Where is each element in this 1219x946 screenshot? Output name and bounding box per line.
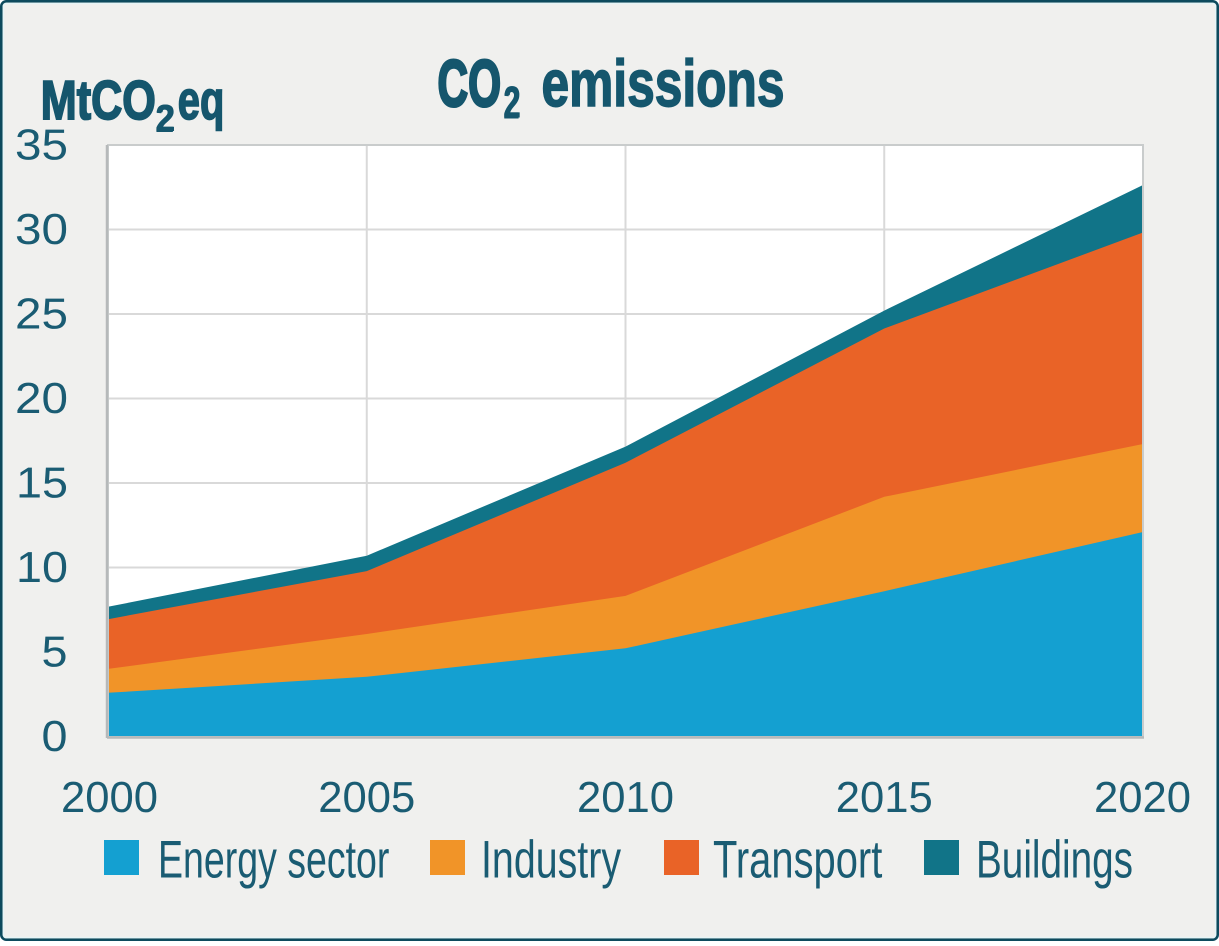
svg-text:Energy sector: Energy sector (158, 831, 389, 890)
svg-text:2: 2 (503, 77, 520, 128)
svg-text:20: 20 (15, 375, 68, 423)
svg-text:CO: CO (438, 46, 502, 120)
svg-text:2: 2 (155, 99, 174, 141)
svg-text:2: 2 (503, 77, 520, 128)
svg-text:Industry: Industry (481, 831, 621, 890)
svg-text:5: 5 (42, 629, 68, 677)
svg-text:35: 35 (15, 122, 68, 170)
svg-text:2010: 2010 (577, 774, 674, 822)
svg-text:MtCO: MtCO (41, 69, 156, 131)
svg-text:2: 2 (155, 98, 174, 140)
svg-text:15: 15 (16, 460, 68, 508)
svg-text:2020: 2020 (1094, 774, 1191, 822)
svg-text:Buildings: Buildings (976, 831, 1133, 890)
svg-text:2000: 2000 (61, 774, 158, 822)
svg-text:25: 25 (15, 291, 68, 339)
svg-text:10: 10 (16, 544, 68, 592)
svg-text:0: 0 (42, 713, 68, 761)
svg-text:2005: 2005 (318, 774, 415, 822)
svg-text:eq: eq (178, 69, 225, 131)
svg-text:emissions: emissions (542, 46, 785, 120)
svg-text:30: 30 (15, 206, 68, 254)
svg-text:2: 2 (156, 98, 175, 140)
svg-text:2: 2 (504, 77, 521, 128)
svg-text:2015: 2015 (836, 774, 933, 822)
svg-text:Transport: Transport (713, 831, 883, 890)
